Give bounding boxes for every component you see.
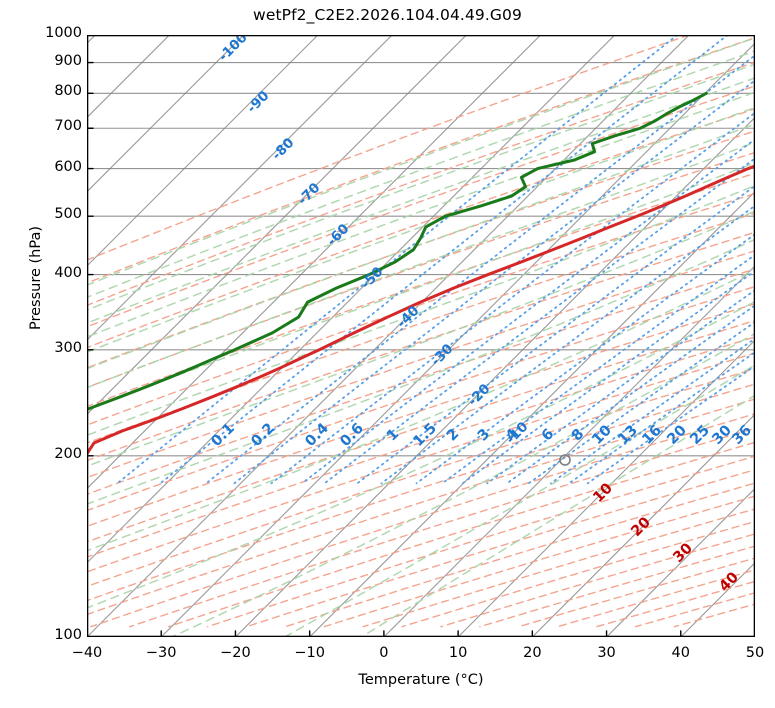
x-tick--40: −40 bbox=[71, 645, 103, 661]
isotherm-label--20: -20 bbox=[465, 381, 494, 410]
y-axis-title: Pressure (hPa) bbox=[28, 226, 44, 331]
isotherm-label--40: -40 bbox=[394, 303, 423, 332]
moist-adiabat-label-10: 10 bbox=[590, 480, 616, 506]
x-tick--20: −20 bbox=[220, 645, 251, 661]
mixing-ratio-label-25: 25 bbox=[687, 422, 713, 448]
y-axis-tick-labels: 100 200 300 400 500 600 700 800 900 1000 bbox=[10, 25, 82, 643]
mixing-ratio-label-1: 1 bbox=[384, 426, 402, 444]
x-axis-title: Temperature (°C) bbox=[358, 672, 484, 688]
y-tick-400: 400 bbox=[54, 264, 82, 281]
x-tick--10: −10 bbox=[294, 645, 325, 661]
x-tick-30: 30 bbox=[597, 645, 616, 661]
isotherm-label--70: -70 bbox=[295, 180, 324, 209]
x-tick--30: −30 bbox=[145, 645, 177, 661]
y-tick-100: 100 bbox=[54, 627, 82, 643]
y-tick-300: 300 bbox=[54, 339, 82, 356]
x-tick-0: 0 bbox=[379, 645, 389, 661]
isotherm-label--90: -90 bbox=[244, 88, 273, 117]
x-axis-tick-labels: −40 −30 −20 −10 0 10 20 30 40 50 bbox=[72, 641, 765, 671]
y-tick-1000: 1000 bbox=[45, 25, 82, 41]
moist-adiabat-label-40: 40 bbox=[716, 569, 742, 595]
temperature-curve bbox=[87, 164, 755, 457]
mixing-ratio-label-0.4: 0.4 bbox=[302, 420, 331, 449]
skewt-canvas: -100-90-80-70-60-50-40-30-20-100.1 0.2 0.4… bbox=[87, 35, 755, 637]
mixing-ratio-label-2: 2 bbox=[444, 426, 462, 444]
dewpoint-curve bbox=[87, 91, 708, 412]
isotherm-label--80: -80 bbox=[269, 135, 298, 164]
moist-adiabat-label-20: 20 bbox=[628, 514, 654, 540]
x-tick-10: 10 bbox=[448, 645, 468, 661]
y-tick-800: 800 bbox=[54, 83, 82, 100]
isotherm-label--100: -100 bbox=[216, 35, 251, 65]
mixing-ratio-label-10: 10 bbox=[589, 422, 615, 448]
x-tick-50: 50 bbox=[745, 645, 765, 661]
x-tick-40: 40 bbox=[671, 645, 690, 661]
plot-area: -100 -90 -80 -70 -60 -50 -40 -30 -20 -10 0.1 0.2 0.4… bbox=[87, 35, 755, 637]
y-tick-700: 700 bbox=[54, 118, 82, 135]
x-tick-20: 20 bbox=[523, 645, 542, 661]
y-tick-200: 200 bbox=[54, 445, 82, 462]
mixing-ratio-label-6: 6 bbox=[539, 426, 557, 444]
mixing-ratio-label-13: 13 bbox=[615, 422, 641, 448]
figure-title: wetPf2_C2E2.2026.104.04.49.G09 bbox=[253, 6, 522, 24]
y-tick-600: 600 bbox=[54, 158, 82, 175]
y-tick-500: 500 bbox=[54, 206, 82, 223]
parcel-marker bbox=[559, 454, 571, 466]
mixing-ratio-label-8: 8 bbox=[569, 426, 587, 444]
mixing-ratio-label-16: 16 bbox=[639, 422, 665, 448]
y-tick-900: 900 bbox=[54, 52, 82, 69]
isotherm-label--30: -30 bbox=[428, 341, 457, 370]
mixing-ratio-label-0.2: 0.2 bbox=[248, 420, 277, 449]
